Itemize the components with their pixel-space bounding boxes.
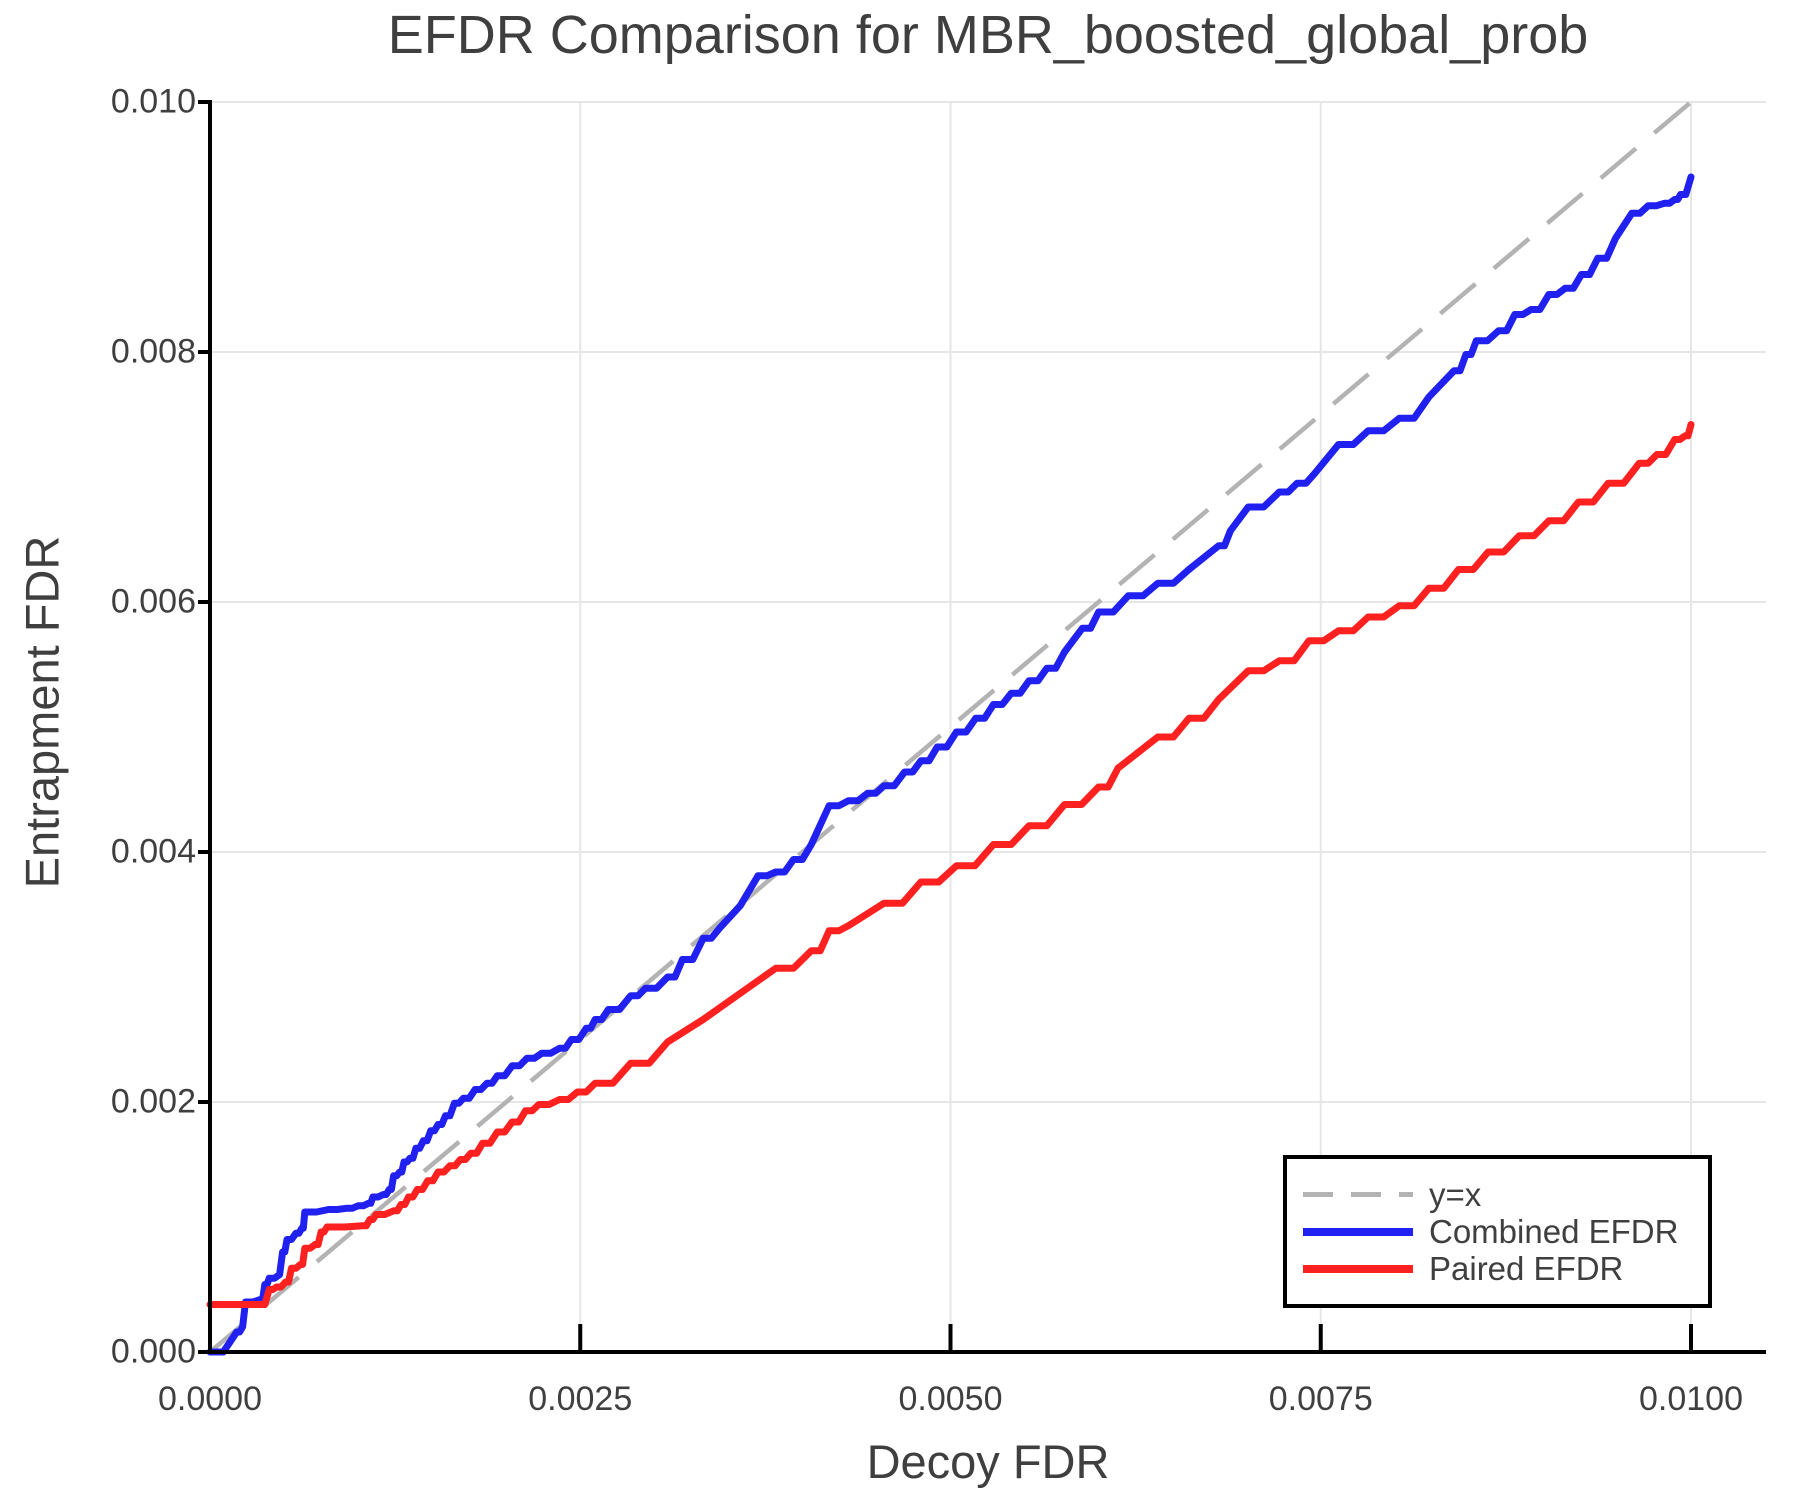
legend-label: Paired EFDR [1429,1250,1624,1287]
legend-item-paired-efdr: Paired EFDR [1303,1250,1708,1287]
y-axis-label: Entrapment FDR [15,535,69,889]
red-line-swatch [1303,1264,1413,1273]
x-axis-label: Decoy FDR [866,1435,1110,1488]
reference-line-group [208,100,1693,1354]
dashed-line-swatch [1303,1192,1413,1197]
legend: y=x Combined EFDR Paired EFDR [1283,1155,1712,1308]
axes-group [198,100,1766,1354]
y-equals-x-line [208,100,1693,1354]
legend-label: y=x [1429,1176,1482,1213]
gridlines [209,101,1766,1353]
legend-item-yx: y=x [1303,1176,1708,1213]
paired-efdr-curve [206,421,1695,1308]
chart-title: EFDR Comparison for MBR_boosted_global_p… [387,5,1589,65]
legend-item-combined-efdr: Combined EFDR [1303,1213,1708,1250]
series-group [206,173,1695,1356]
combined-efdr-curve [206,173,1695,1356]
legend-label: Combined EFDR [1429,1213,1679,1250]
blue-line-swatch [1303,1227,1413,1236]
